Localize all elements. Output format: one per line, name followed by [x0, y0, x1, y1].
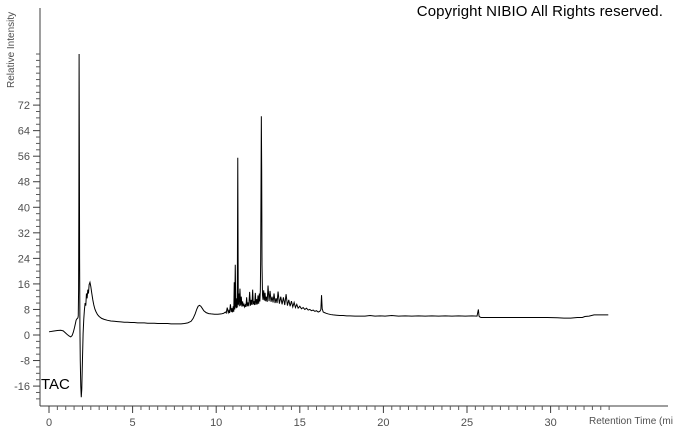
y-tick-label: -8 — [20, 356, 30, 368]
y-tick-label: 40 — [18, 202, 30, 214]
y-tick-label: 24 — [18, 253, 30, 265]
x-tick-label: 15 — [294, 417, 306, 429]
y-tick-label: 32 — [18, 228, 30, 240]
tick-labels-group: -16 -8 0 8 16 24 32 40 48 56 64 72 0 5 10 15 20 25 30 — [14, 100, 557, 429]
x-axis-title: Retention Time (min) — [589, 416, 673, 427]
x-tick-label: 20 — [377, 417, 389, 429]
x-tick-label: 0 — [46, 417, 52, 429]
ticks-group — [33, 53, 610, 413]
x-tick-label: 10 — [210, 417, 222, 429]
y-tick-label: 16 — [18, 279, 30, 291]
x-tick-label: 5 — [130, 417, 136, 429]
y-axis-title: Relative Intensity — [6, 12, 17, 88]
y-tick-label: 0 — [24, 330, 30, 342]
y-tick-label: 72 — [18, 100, 30, 112]
trace-group — [48, 54, 609, 398]
y-tick-label: -16 — [14, 381, 30, 393]
y-tick-label: 8 — [24, 304, 30, 316]
x-tick-label: 30 — [544, 417, 556, 429]
trace-label: TAC — [41, 376, 70, 393]
trace-line-0 — [48, 54, 609, 398]
y-tick-label: 48 — [18, 177, 30, 189]
x-tick-label: 25 — [461, 417, 473, 429]
copyright-notice: Copyright NIBIO All Rights reserved. — [416, 3, 663, 20]
y-tick-label: 56 — [18, 151, 30, 163]
axes-group — [39, 8, 668, 407]
y-tick-label: 64 — [18, 126, 30, 138]
